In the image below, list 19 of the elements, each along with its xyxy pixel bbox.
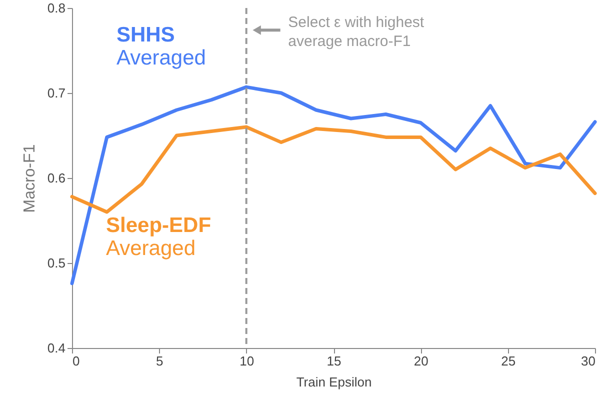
y-tick-label: 0.8 bbox=[47, 0, 66, 16]
line-series bbox=[70, 85, 597, 286]
y-tick-label: 0.5 bbox=[47, 256, 66, 270]
x-tick-label: 0 bbox=[72, 354, 80, 368]
y-axis-title: Macro-F1 bbox=[21, 144, 38, 213]
ref-line-label: Select ε with highest average macro-F1 bbox=[288, 14, 425, 50]
y-tick-label: 0.7 bbox=[47, 86, 66, 100]
x-tick-label: 15 bbox=[326, 354, 342, 368]
x-tick-label: 20 bbox=[414, 354, 428, 368]
y-tick-label: 0.6 bbox=[47, 170, 66, 186]
series-label: SHHS Averaged bbox=[116, 23, 206, 70]
x-tick-label: 5 bbox=[156, 354, 164, 368]
x-tick-label: 30 bbox=[581, 354, 596, 368]
x-axis-title: Train Epsilon bbox=[296, 374, 372, 390]
x-tick-label: 10 bbox=[240, 354, 254, 368]
series-label: Sleep-EDF Averaged bbox=[106, 214, 212, 260]
line-series bbox=[70, 125, 597, 214]
y-tick-label: 0.4 bbox=[47, 340, 66, 356]
x-tick-label: 25 bbox=[501, 354, 516, 368]
